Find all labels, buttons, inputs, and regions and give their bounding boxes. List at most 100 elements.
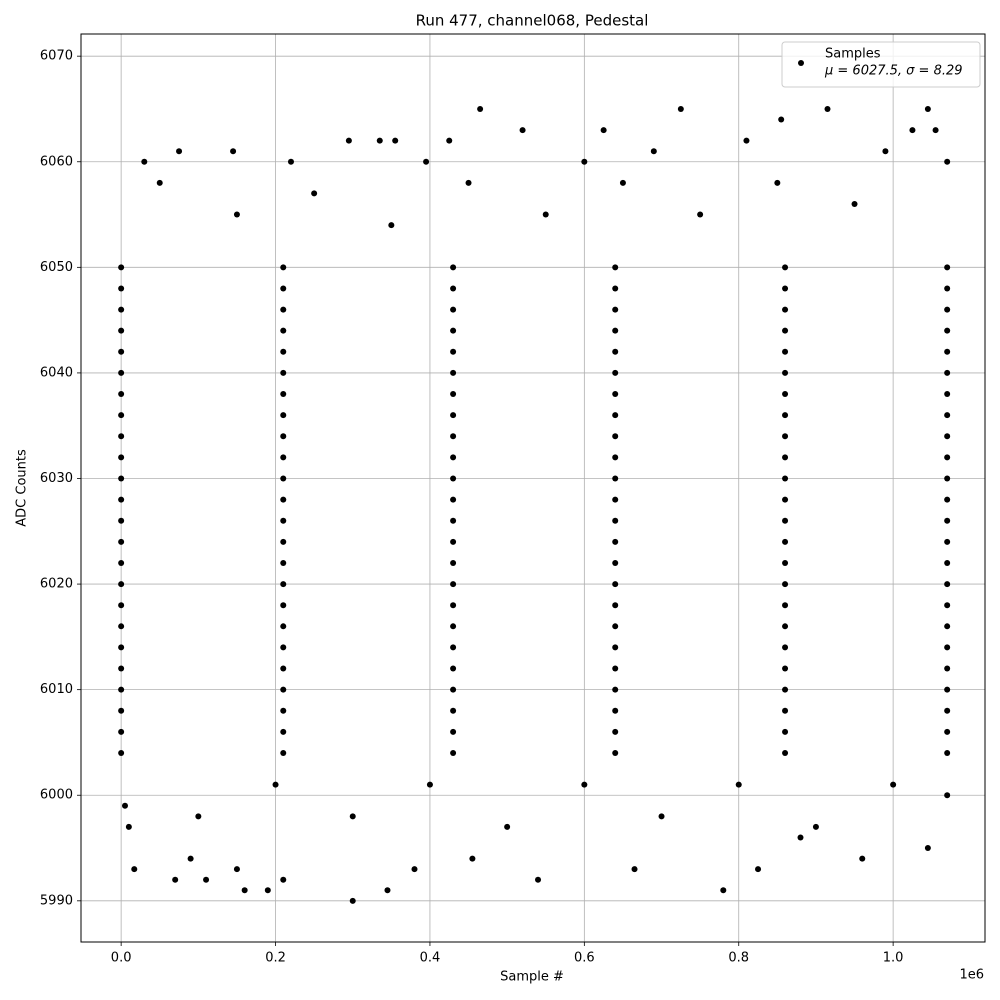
- point: [280, 285, 287, 292]
- point: [345, 137, 352, 144]
- legend-box: [781, 41, 981, 88]
- point: [612, 412, 619, 419]
- point: [782, 623, 789, 630]
- point: [619, 179, 626, 186]
- point: [944, 750, 951, 757]
- point: [280, 306, 287, 313]
- point: [450, 369, 457, 376]
- y-tick-label: 5990: [40, 893, 73, 908]
- point: [782, 728, 789, 735]
- point: [280, 475, 287, 482]
- point: [944, 623, 951, 630]
- point: [450, 750, 457, 757]
- y-tick-label: 6040: [40, 365, 73, 380]
- point: [376, 137, 383, 144]
- point: [450, 412, 457, 419]
- point: [782, 665, 789, 672]
- point: [658, 813, 665, 820]
- point: [944, 475, 951, 482]
- point: [782, 433, 789, 440]
- point: [782, 750, 789, 757]
- point: [774, 179, 781, 186]
- y-tick-label: 6030: [40, 471, 73, 486]
- point: [612, 728, 619, 735]
- point: [118, 728, 125, 735]
- point: [118, 454, 125, 461]
- point: [890, 781, 897, 788]
- point: [280, 433, 287, 440]
- point: [612, 581, 619, 588]
- point: [280, 602, 287, 609]
- point: [477, 105, 484, 112]
- point: [241, 887, 248, 894]
- point: [782, 306, 789, 313]
- point: [450, 454, 457, 461]
- point: [118, 348, 125, 355]
- point: [141, 158, 148, 165]
- point: [280, 538, 287, 545]
- point: [944, 728, 951, 735]
- point: [280, 665, 287, 672]
- point: [720, 887, 727, 894]
- point: [172, 876, 179, 883]
- point: [118, 327, 125, 334]
- point: [932, 127, 939, 134]
- point: [944, 264, 951, 271]
- point: [118, 602, 125, 609]
- point: [612, 285, 619, 292]
- point: [782, 581, 789, 588]
- point: [924, 105, 931, 112]
- point: [280, 264, 287, 271]
- y-tick-label: 6060: [40, 154, 73, 169]
- point: [812, 823, 819, 830]
- point: [612, 559, 619, 566]
- point: [782, 496, 789, 503]
- point: [612, 644, 619, 651]
- point: [411, 866, 418, 873]
- point: [612, 475, 619, 482]
- x-tick-label: 0.2: [265, 951, 286, 966]
- point: [612, 348, 619, 355]
- point: [118, 517, 125, 524]
- point: [944, 581, 951, 588]
- point: [280, 707, 287, 714]
- point: [782, 285, 789, 292]
- point: [280, 728, 287, 735]
- point: [612, 538, 619, 545]
- point: [118, 559, 125, 566]
- point: [944, 644, 951, 651]
- point: [280, 369, 287, 376]
- point: [280, 750, 287, 757]
- point: [450, 433, 457, 440]
- point: [195, 813, 202, 820]
- x-tick-label: 0.4: [420, 951, 441, 966]
- point: [782, 538, 789, 545]
- point: [612, 369, 619, 376]
- point: [118, 581, 125, 588]
- point: [450, 391, 457, 398]
- point: [782, 348, 789, 355]
- y-tick-label: 6050: [40, 260, 73, 275]
- point: [735, 781, 742, 788]
- point: [280, 876, 287, 883]
- legend: Samples μ = 6027.5, σ = 8.29: [781, 41, 981, 88]
- point: [631, 866, 638, 873]
- point: [612, 306, 619, 313]
- point: [465, 179, 472, 186]
- point: [944, 665, 951, 672]
- x-offset-label: 1e6: [959, 968, 984, 983]
- point: [944, 306, 951, 313]
- point: [612, 391, 619, 398]
- plot-frame: [80, 33, 986, 943]
- point: [743, 137, 750, 144]
- point: [118, 391, 125, 398]
- point: [118, 750, 125, 757]
- point: [450, 623, 457, 630]
- point: [859, 855, 866, 862]
- point: [944, 707, 951, 714]
- point: [612, 433, 619, 440]
- point: [280, 623, 287, 630]
- point: [944, 412, 951, 419]
- point: [944, 369, 951, 376]
